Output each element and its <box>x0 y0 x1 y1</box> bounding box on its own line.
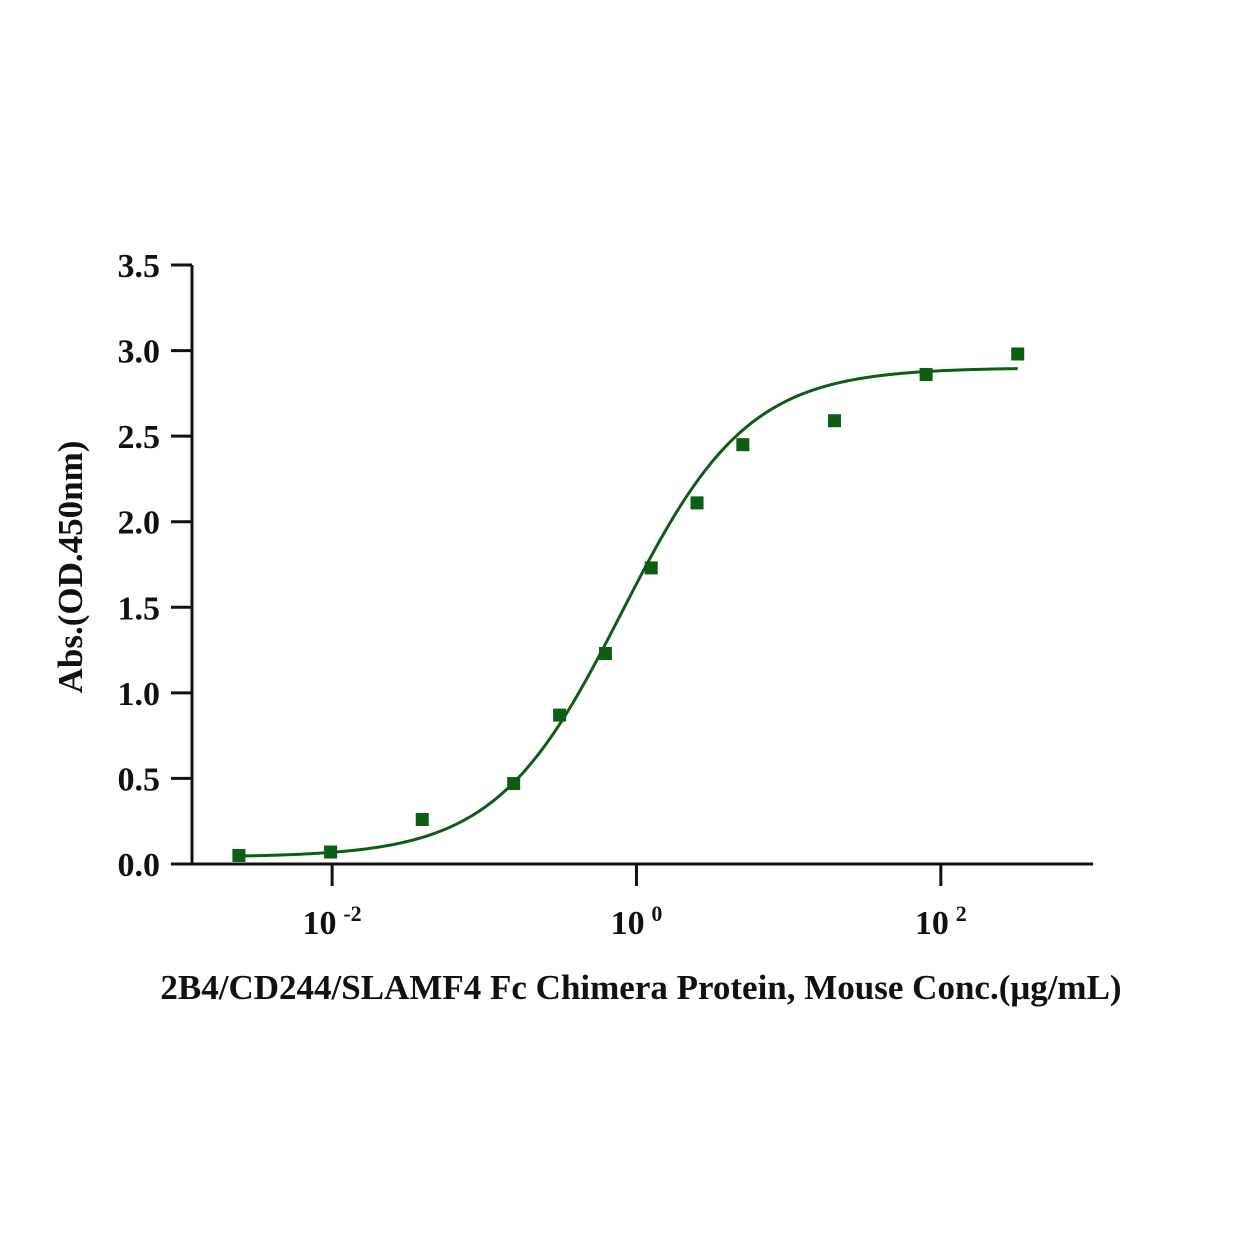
y-tick-label: 0.0 <box>118 847 161 884</box>
fit-curve-layer <box>238 367 1018 858</box>
data-point <box>232 848 246 862</box>
x-tick-label: 10 -2 <box>303 901 362 942</box>
y-tick-label: 3.5 <box>118 248 161 285</box>
data-point <box>827 414 841 428</box>
data-point <box>415 813 429 827</box>
data-point <box>598 646 612 660</box>
y-tick-label: 1.5 <box>118 590 161 627</box>
data-point <box>644 561 658 575</box>
y-tick-label: 2.5 <box>118 419 161 456</box>
data-point <box>553 708 567 722</box>
axes: 0.0 0.5 1.0 1.5 2.0 2.5 3.0 3.5 10 -2 10 0 10 2 <box>118 248 1093 942</box>
data-point <box>324 845 338 859</box>
x-axis-title: 2B4/CD244/SLAMF4 Fc Chimera Protein, Mou… <box>160 968 1121 1007</box>
data-point <box>690 496 704 510</box>
data-point <box>1011 347 1025 361</box>
y-tick-label: 0.5 <box>118 761 161 798</box>
axis-labels: Abs.(OD.450nm) 2B4/CD244/SLAMF4 Fc Chime… <box>51 441 1122 1007</box>
data-points <box>232 347 1025 862</box>
y-tick-label: 2.0 <box>118 505 161 542</box>
fit-curve <box>238 367 1018 858</box>
data-point <box>736 438 750 452</box>
x-tick-label: 10 2 <box>915 901 967 942</box>
y-tick-label: 3.0 <box>118 334 161 371</box>
x-tick-label: 10 0 <box>611 901 663 942</box>
data-point <box>919 368 933 382</box>
data-point <box>507 777 521 791</box>
y-axis-title: Abs.(OD.450nm) <box>51 441 90 694</box>
y-tick-label: 1.0 <box>118 676 161 713</box>
